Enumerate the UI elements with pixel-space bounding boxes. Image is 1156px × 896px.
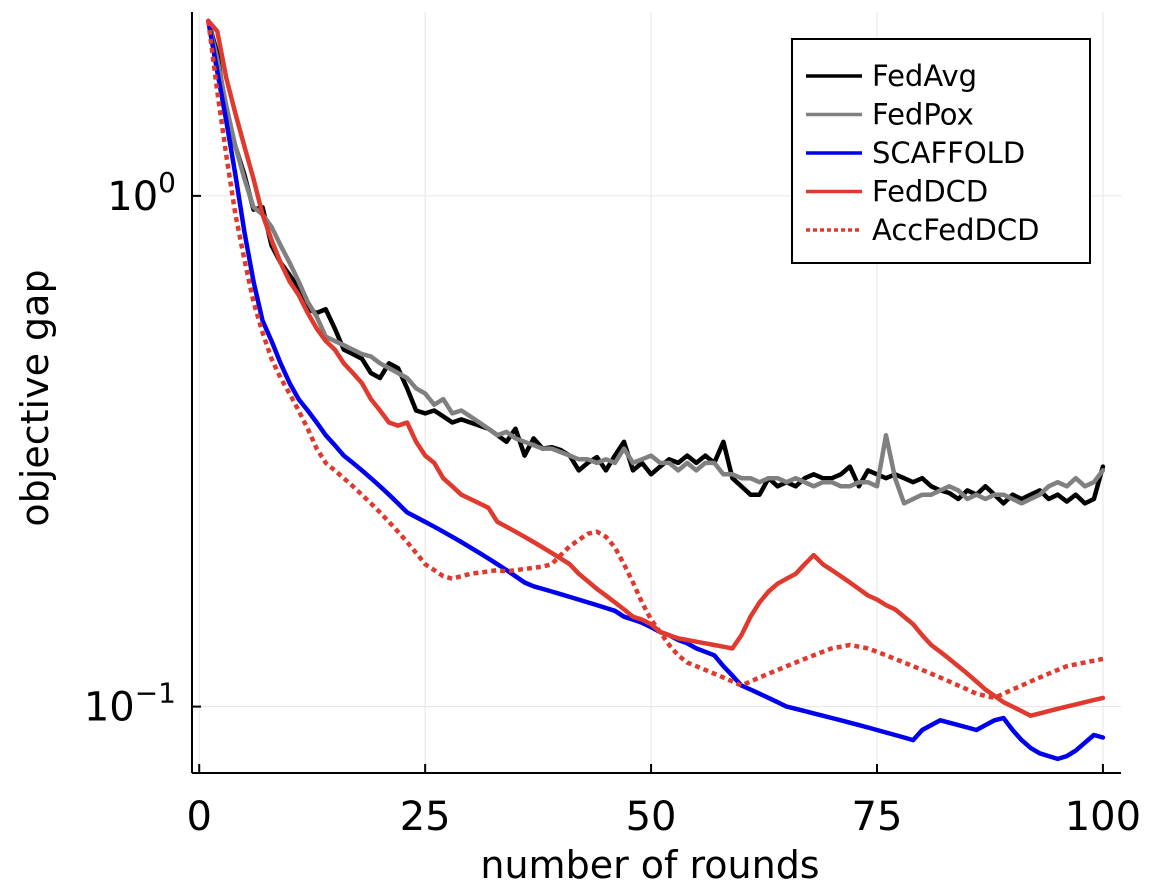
x-tick-label: 75 (852, 794, 903, 840)
y-axis-title: objective gap (13, 269, 57, 526)
y-tick-label: 100 (107, 166, 176, 220)
x-tick-label: 50 (626, 794, 677, 840)
y-tick-base: 10 (84, 685, 135, 731)
series-line-feddcd (206, 18, 1106, 718)
y-tick-label: 10−1 (84, 677, 176, 731)
x-tick-label: 100 (1065, 794, 1141, 840)
legend-label-fedavg: FedAvg (872, 59, 977, 93)
legend-label-accfeddcd: AccFedDCD (872, 213, 1039, 247)
plot-area (206, 18, 1106, 762)
series-line-fedavg (206, 18, 1106, 506)
legend-label-fedpox: FedPox (872, 98, 974, 132)
x-tick-label: 25 (400, 794, 451, 840)
legend: FedAvg FedPox SCAFFOLD FedDCD AccFedDCD (791, 38, 1091, 264)
series-line-fedpox (206, 18, 1106, 506)
y-tick-exponent: 0 (158, 166, 176, 199)
legend-label-scaffold: SCAFFOLD (872, 136, 1025, 170)
x-axis-title: number of rounds (480, 843, 819, 887)
x-tick-label: 0 (187, 794, 212, 840)
y-tick-base: 10 (107, 174, 158, 220)
y-tick-exponent: −1 (135, 677, 176, 710)
axes (191, 12, 1121, 774)
legend-label-feddcd: FedDCD (872, 175, 988, 209)
